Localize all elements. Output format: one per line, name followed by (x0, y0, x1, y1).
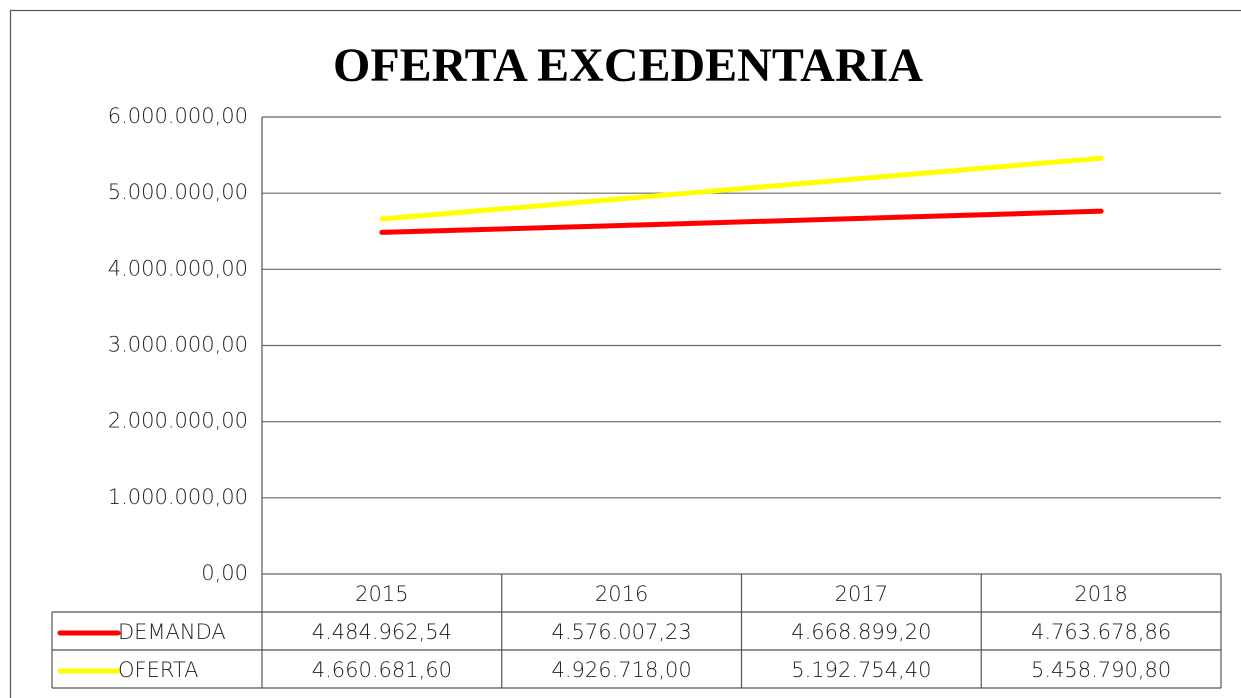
y-tick-label: 4.000.000,00 (108, 256, 248, 280)
x-tick-label: 2018 (1074, 582, 1127, 606)
legend-label: OFERTA (118, 658, 199, 682)
x-tick-label: 2015 (355, 582, 408, 606)
legend-label: DEMANDA (118, 620, 226, 644)
series-line (379, 208, 1104, 235)
data-label: 4.660.681,60 (312, 658, 452, 682)
y-tick-label: 6.000.000,00 (108, 104, 248, 128)
y-tick-label: 5.000.000,00 (108, 180, 248, 204)
y-tick-label: 1.000.000,00 (108, 485, 248, 509)
x-tick-label: 2016 (595, 582, 648, 606)
data-label: 4.484.962,54 (312, 620, 452, 644)
chart-title: OFERTA EXCEDENTARIA (333, 39, 923, 92)
data-label: 4.926.718,00 (551, 658, 691, 682)
data-label: 4.668.899,20 (791, 620, 931, 644)
data-label: 5.192.754,40 (791, 658, 931, 682)
data-label: 4.576.007,23 (551, 620, 691, 644)
data-label: 4.763.678,86 (1031, 620, 1171, 644)
y-tick-label: 3.000.000,00 (108, 333, 248, 357)
y-tick-label: 0,00 (201, 561, 248, 585)
data-label: 5.458.790,80 (1031, 658, 1171, 682)
x-tick-label: 2017 (835, 582, 888, 606)
chart-frame (9, 9, 1241, 698)
series-line (379, 155, 1104, 222)
y-tick-label: 2.000.000,00 (108, 409, 248, 433)
